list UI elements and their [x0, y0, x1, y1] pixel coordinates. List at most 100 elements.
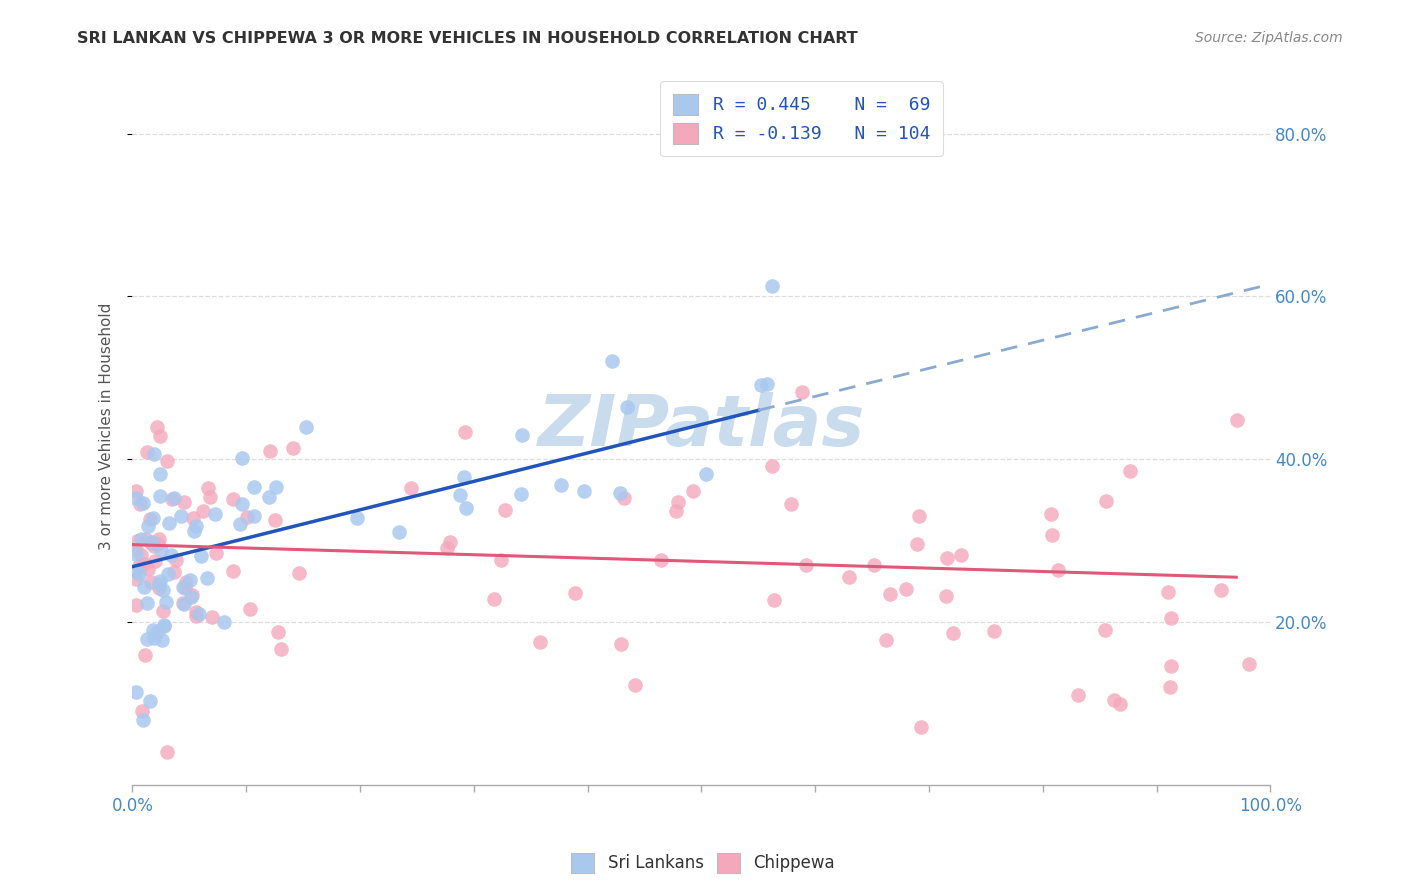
Point — [910, 721, 932, 735]
Point — [173, 597, 195, 611]
Point — [229, 517, 252, 532]
Point — [1109, 698, 1132, 712]
Point — [267, 625, 290, 640]
Point — [908, 508, 931, 523]
Point — [179, 573, 201, 587]
Point — [145, 624, 167, 639]
Point — [149, 574, 172, 589]
Point — [288, 566, 311, 580]
Point — [231, 497, 253, 511]
Point — [1067, 688, 1090, 702]
Point — [141, 536, 163, 550]
Point — [270, 642, 292, 657]
Point — [181, 588, 204, 602]
Point — [148, 532, 170, 546]
Point — [792, 384, 814, 399]
Point — [188, 607, 211, 621]
Point — [295, 419, 318, 434]
Point — [156, 454, 179, 468]
Point — [936, 551, 959, 566]
Point — [134, 648, 156, 662]
Point — [153, 619, 176, 633]
Point — [125, 483, 148, 498]
Point — [125, 572, 148, 586]
Point — [205, 546, 228, 560]
Point — [142, 624, 165, 638]
Point — [174, 581, 197, 595]
Point — [222, 565, 245, 579]
Point — [550, 478, 572, 492]
Point — [184, 519, 207, 533]
Point — [388, 524, 411, 539]
Point — [132, 558, 155, 572]
Point — [761, 279, 783, 293]
Point — [623, 678, 645, 692]
Point — [139, 535, 162, 549]
Point — [138, 694, 160, 708]
Point — [139, 512, 162, 526]
Point — [131, 532, 153, 546]
Point — [749, 377, 772, 392]
Point — [135, 632, 157, 646]
Point — [1160, 658, 1182, 673]
Point — [143, 632, 166, 646]
Point — [155, 745, 177, 759]
Point — [172, 580, 194, 594]
Point — [125, 598, 148, 612]
Point — [243, 508, 266, 523]
Point — [136, 596, 159, 610]
Point — [879, 587, 901, 601]
Point — [564, 585, 586, 599]
Point — [453, 470, 475, 484]
Point — [173, 495, 195, 509]
Point — [1119, 465, 1142, 479]
Point — [763, 592, 786, 607]
Point — [454, 425, 477, 439]
Point — [195, 571, 218, 585]
Point — [180, 590, 202, 604]
Point — [231, 450, 253, 465]
Point — [150, 633, 173, 648]
Point — [259, 444, 281, 458]
Point — [609, 485, 631, 500]
Point — [125, 491, 148, 506]
Point — [148, 581, 170, 595]
Point — [1095, 493, 1118, 508]
Point — [132, 496, 155, 510]
Point — [484, 591, 506, 606]
Point — [148, 577, 170, 591]
Point — [489, 552, 512, 566]
Point — [1040, 507, 1063, 521]
Point — [135, 532, 157, 546]
Point — [239, 602, 262, 616]
Point — [136, 445, 159, 459]
Text: SRI LANKAN VS CHIPPEWA 3 OR MORE VEHICLES IN HOUSEHOLD CORRELATION CHART: SRI LANKAN VS CHIPPEWA 3 OR MORE VEHICLE… — [77, 31, 858, 46]
Point — [184, 606, 207, 620]
Point — [281, 441, 304, 455]
Point — [125, 533, 148, 548]
Point — [439, 535, 461, 549]
Point — [146, 537, 169, 551]
Point — [242, 480, 264, 494]
Point — [150, 542, 173, 557]
Point — [761, 459, 783, 474]
Point — [346, 511, 368, 525]
Point — [174, 575, 197, 590]
Point — [131, 704, 153, 718]
Point — [1226, 412, 1249, 426]
Point — [257, 491, 280, 505]
Point — [128, 559, 150, 574]
Y-axis label: 3 or more Vehicles in Household: 3 or more Vehicles in Household — [100, 303, 114, 550]
Point — [128, 566, 150, 581]
Point — [149, 489, 172, 503]
Point — [780, 497, 803, 511]
Point — [143, 539, 166, 553]
Point — [132, 713, 155, 727]
Point — [160, 548, 183, 562]
Point — [183, 524, 205, 538]
Point — [155, 595, 177, 609]
Point — [125, 684, 148, 698]
Point — [156, 567, 179, 582]
Point — [695, 467, 717, 481]
Point — [184, 608, 207, 623]
